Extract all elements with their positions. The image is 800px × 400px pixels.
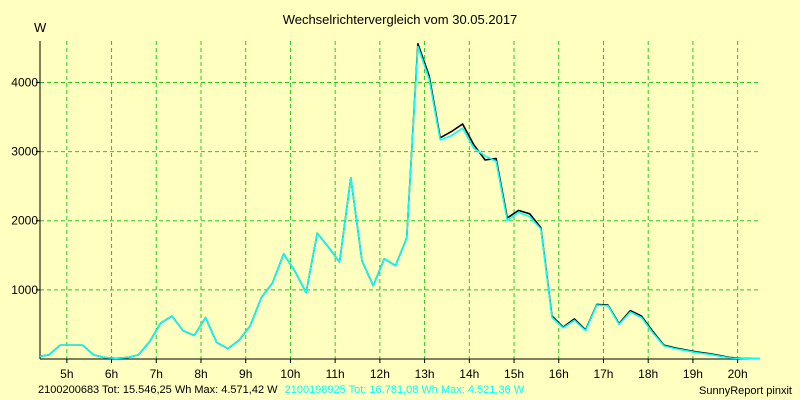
y-grid-lines xyxy=(36,81,760,291)
x-tick-label: 17h xyxy=(593,367,613,381)
legend-series-2: 2100198925 Tot: 16.781,08 Wh Max: 4.521,… xyxy=(285,384,525,396)
series-line-1 xyxy=(39,42,760,360)
series-line-2 xyxy=(39,45,760,360)
x-tick-labels: 5h 6h 7h 8h 9h 10h 11h 12h 13h 14h 15h 16h 17h 18h 19h… xyxy=(60,367,748,381)
x-tick-label: 19h xyxy=(683,367,703,381)
plot-frame xyxy=(40,41,760,359)
x-tick-label: 8h xyxy=(194,367,207,381)
plot-area xyxy=(36,41,760,363)
x-tick-label: 20h xyxy=(728,367,748,381)
x-tick-label: 5h xyxy=(60,367,73,381)
y-tick-label: 2000 xyxy=(11,214,38,228)
y-tick-labels: 1000 2000 3000 4000 xyxy=(11,75,38,296)
y-axis-unit-label: W xyxy=(34,20,47,35)
x-tick-label: 9h xyxy=(239,367,252,381)
y-tick-label: 1000 xyxy=(11,283,38,297)
x-tick-label: 7h xyxy=(150,367,163,381)
y-tick-label: 4000 xyxy=(11,75,38,89)
footer-legend: 2100200683 Tot: 15.546,25 Wh Max: 4.571,… xyxy=(38,384,525,396)
x-tick-label: 18h xyxy=(638,367,658,381)
x-tick-label: 11h xyxy=(326,367,345,381)
x-tick-label: 14h xyxy=(459,367,479,381)
chart-title: Wechselrichtervergleich vom 30.05.2017 xyxy=(283,12,518,27)
x-tick-label: 6h xyxy=(105,367,118,381)
x-tick-label: 12h xyxy=(370,367,390,381)
legend-series-1: 2100200683 Tot: 15.546,25 Wh Max: 4.571,… xyxy=(38,384,278,396)
x-tick-label: 15h xyxy=(504,367,524,381)
x-tick-label: 16h xyxy=(549,367,569,381)
series-layer xyxy=(39,42,760,360)
x-tick-label: 10h xyxy=(280,367,300,381)
x-tick-label: 13h xyxy=(415,367,435,381)
footer-credit: SunnyReport pinxit xyxy=(699,385,792,397)
x-grid-lines xyxy=(66,41,739,363)
y-tick-label: 3000 xyxy=(11,145,38,159)
